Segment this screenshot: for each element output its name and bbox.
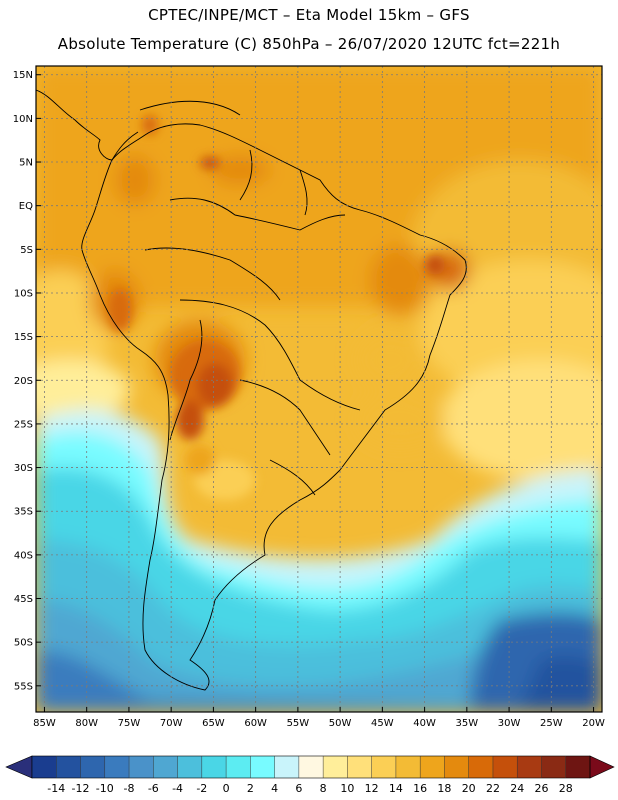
colorbar-label: -2 bbox=[196, 782, 207, 795]
title-line-2: Absolute Temperature (C) 850hPa – 26/07/… bbox=[57, 35, 561, 53]
lat-label: 45S bbox=[14, 594, 33, 605]
lon-label: 45W bbox=[371, 718, 394, 729]
lon-label: 75W bbox=[118, 718, 141, 729]
colorbar-right-arrow bbox=[589, 755, 615, 779]
lon-label: 30W bbox=[498, 718, 521, 729]
colorbar-frame bbox=[31, 755, 591, 779]
colorbar-swatch bbox=[468, 756, 494, 778]
colorbar-swatch bbox=[201, 756, 227, 778]
colorbar-swatch bbox=[250, 756, 275, 778]
colorbar-swatch bbox=[274, 756, 300, 778]
colorbar-label: -12 bbox=[72, 782, 90, 795]
lon-label: 65W bbox=[202, 718, 225, 729]
colorbar-swatch bbox=[104, 756, 130, 778]
colorbar-label: 10 bbox=[340, 782, 354, 795]
lat-label: 50S bbox=[14, 638, 33, 649]
colorbar-swatch bbox=[517, 756, 542, 778]
colorbar-swatch bbox=[56, 756, 81, 778]
colorbar-label: -10 bbox=[96, 782, 114, 795]
lat-label: 5S bbox=[20, 245, 33, 256]
lat-label: 30S bbox=[14, 463, 33, 474]
colorbar-label: 22 bbox=[486, 782, 500, 795]
lat-label: EQ bbox=[19, 201, 33, 212]
colorbar-swatch bbox=[371, 756, 397, 778]
colorbar-swatch bbox=[298, 756, 324, 778]
lon-label: 55W bbox=[287, 718, 310, 729]
longitude-labels: 85W 80W 75W 70W 65W 60W 55W 50W 45W 40W 35W 30W 25W 2… bbox=[33, 707, 605, 729]
coastlines-borders bbox=[36, 89, 467, 691]
colorbar-label: 28 bbox=[559, 782, 573, 795]
lat-label: 5N bbox=[19, 158, 33, 169]
colorbar-label: 16 bbox=[413, 782, 427, 795]
lon-label: 80W bbox=[75, 718, 98, 729]
colorbar-label: -6 bbox=[148, 782, 159, 795]
colorbar-swatch bbox=[177, 756, 203, 778]
lat-label: 10N bbox=[13, 114, 33, 125]
colorbar-swatch bbox=[347, 756, 372, 778]
colorbar-swatch bbox=[541, 756, 567, 778]
colorbar-label: 26 bbox=[534, 782, 548, 795]
lon-label: 20W bbox=[582, 718, 605, 729]
colorbar-swatch bbox=[565, 756, 591, 778]
colorbar-label: 24 bbox=[510, 782, 524, 795]
lat-label: 10S bbox=[14, 288, 33, 299]
colorbar-swatch bbox=[80, 756, 106, 778]
lon-label: 85W bbox=[33, 718, 56, 729]
colorbar-label: 18 bbox=[437, 782, 451, 795]
colorbar-swatch bbox=[323, 756, 348, 778]
colorbar-label: 0 bbox=[223, 782, 230, 795]
lat-label: 35S bbox=[14, 507, 33, 518]
colorbar-swatch bbox=[444, 756, 469, 778]
map-grid bbox=[36, 66, 602, 712]
lat-label: 40S bbox=[14, 550, 33, 561]
colorbar-label: -4 bbox=[172, 782, 183, 795]
latitude-labels: 15N 10N 5N EQ 5S 10S 15S 20S 25S 30S 35S 40S 45S 50S 5… bbox=[13, 70, 41, 692]
colorbar-label: 14 bbox=[389, 782, 403, 795]
colorbar-swatch bbox=[32, 756, 57, 778]
lon-label: 25W bbox=[540, 718, 563, 729]
colorbar-label: 12 bbox=[365, 782, 379, 795]
colorbar-swatch bbox=[153, 756, 178, 778]
lon-label: 60W bbox=[244, 718, 267, 729]
lat-label: 15N bbox=[13, 70, 33, 81]
colorbar-label: 20 bbox=[462, 782, 476, 795]
colorbar-labels: -14 -12 -10 -8 -6 -4 -2 0 2 4 6 8 10 12 14 16 18 20 22 24 26… bbox=[47, 782, 572, 795]
lon-label: 50W bbox=[329, 718, 352, 729]
lon-label: 70W bbox=[160, 718, 183, 729]
map-frame bbox=[35, 65, 603, 713]
temperature-field bbox=[36, 66, 602, 712]
colorbar-swatch bbox=[129, 756, 154, 778]
colorbar-label: 6 bbox=[295, 782, 302, 795]
lon-label: 35W bbox=[456, 718, 479, 729]
colorbar-label: 2 bbox=[247, 782, 254, 795]
lat-label: 25S bbox=[14, 419, 33, 430]
lat-label: 20S bbox=[14, 376, 33, 387]
lon-label: 40W bbox=[413, 718, 436, 729]
colorbar bbox=[5, 755, 615, 779]
colorbar-swatch bbox=[226, 756, 251, 778]
colorbar-label: -8 bbox=[124, 782, 135, 795]
colorbar-left-arrow bbox=[5, 755, 33, 779]
colorbar-label: -14 bbox=[47, 782, 65, 795]
colorbar-swatch bbox=[395, 756, 421, 778]
colorbar-swatch bbox=[420, 756, 445, 778]
title-line-1: CPTEC/INPE/MCT – Eta Model 15km – GFS bbox=[148, 6, 470, 24]
colorbar-label: 8 bbox=[320, 782, 327, 795]
lat-label: 55S bbox=[14, 681, 33, 692]
colorbar-swatch bbox=[492, 756, 518, 778]
colorbar-label: 4 bbox=[271, 782, 278, 795]
lat-label: 15S bbox=[14, 332, 33, 343]
